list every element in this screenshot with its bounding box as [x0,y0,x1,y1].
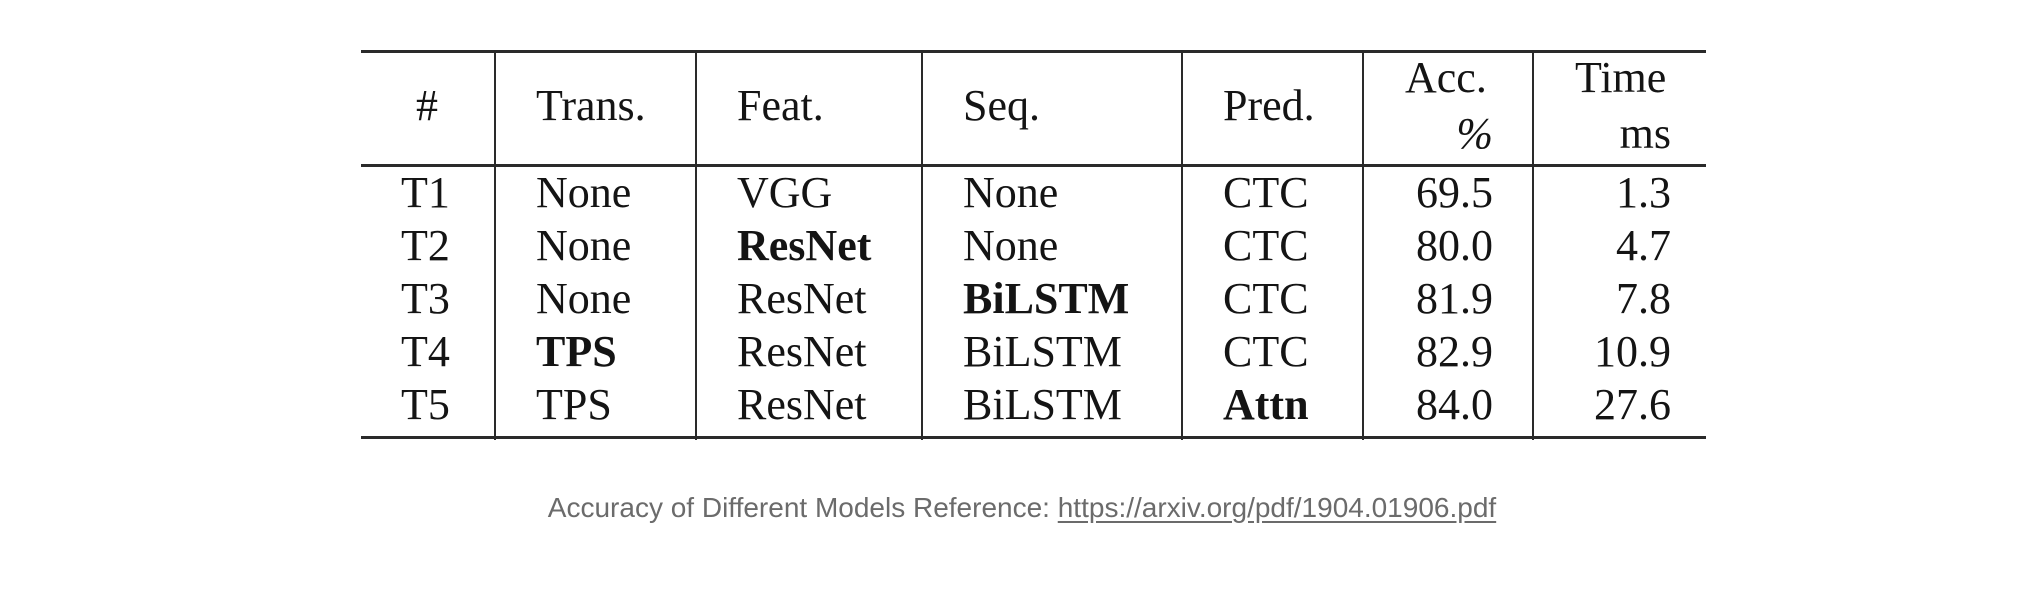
cell-id: T5 [401,380,450,429]
caption-text: Accuracy of Different Models Reference: [547,492,1058,523]
cell-feat: ResNet [737,380,867,429]
column-divider [921,50,923,440]
cell-feat: ResNet [737,221,872,270]
cell-acc: 84.0 [1416,380,1493,429]
table-bottom-rule [361,436,1706,439]
cell-acc: 81.9 [1416,274,1493,323]
cell-seq: None [963,221,1059,270]
column-divider [695,50,697,440]
cell-time: 27.6 [1594,380,1671,429]
cell-feat: ResNet [737,274,867,323]
results-table: # Trans. Feat. Seq. Pred. Acc. % Time ms… [361,50,1706,440]
cell-seq: BiLSTM [963,274,1130,323]
cell-time: 4.7 [1616,221,1671,270]
cell-id: T2 [401,221,450,270]
header-time-unit: ms [1619,109,1671,158]
cell-trans: TPS [536,327,617,376]
header-seq: Seq. [963,81,1040,130]
cell-trans: TPS [536,380,612,429]
cell-time: 10.9 [1594,327,1671,376]
cell-id: T1 [401,168,450,217]
header-trans: Trans. [536,81,646,130]
column-divider [1181,50,1183,440]
header-pred: Pred. [1223,81,1315,130]
cell-id: T3 [401,274,450,323]
cell-pred: CTC [1223,327,1309,376]
cell-pred: CTC [1223,274,1309,323]
cell-pred: Attn [1223,380,1309,429]
cell-time: 7.8 [1616,274,1671,323]
reference-link[interactable]: https://arxiv.org/pdf/1904.01906.pdf [1057,492,1497,523]
column-divider [1532,50,1534,440]
cell-trans: None [536,168,632,217]
cell-seq: BiLSTM [963,327,1122,376]
cell-acc: 80.0 [1416,221,1493,270]
cell-trans: None [536,221,632,270]
figure-caption: Accuracy of Different Models Reference: … [0,492,2044,524]
header-num: # [416,81,438,130]
header-feat: Feat. [737,81,824,130]
cell-acc: 82.9 [1416,327,1493,376]
cell-trans: None [536,274,632,323]
cell-pred: CTC [1223,168,1309,217]
header-acc: Acc. [1405,53,1487,102]
cell-seq: BiLSTM [963,380,1122,429]
column-divider [1362,50,1364,440]
column-divider [494,50,496,440]
header-time: Time [1575,53,1667,102]
cell-seq: None [963,168,1059,217]
header-acc-unit: % [1456,109,1493,158]
cell-feat: VGG [737,168,833,217]
cell-feat: ResNet [737,327,867,376]
cell-time: 1.3 [1616,168,1671,217]
table-top-rule [361,50,1706,53]
cell-id: T4 [401,327,450,376]
cell-acc: 69.5 [1416,168,1493,217]
cell-pred: CTC [1223,221,1309,270]
table-header-rule [361,164,1706,167]
